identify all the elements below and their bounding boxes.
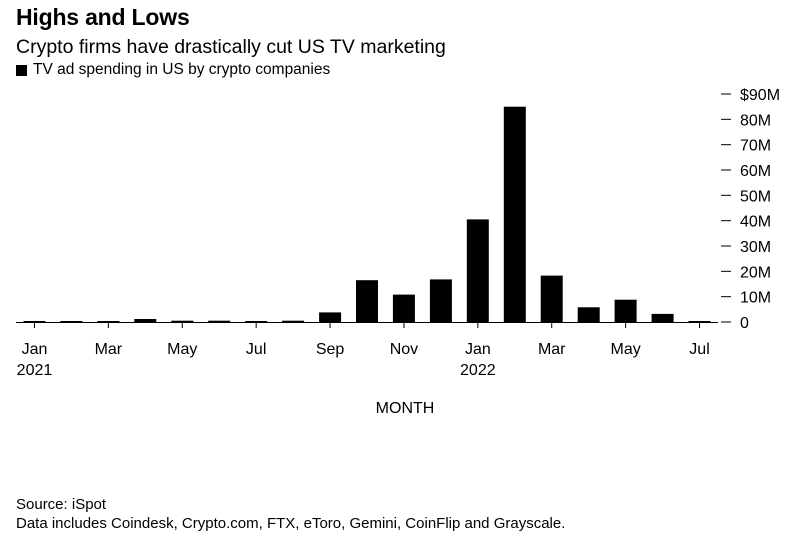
y-tick-label: $90M: [740, 87, 780, 104]
bar-mar-2021: [97, 321, 120, 322]
bar-apr-2022: [577, 307, 600, 322]
data-note: Data includes Coindesk, Crypto.com, FTX,…: [16, 515, 566, 532]
bar-oct-2021: [356, 280, 378, 322]
bar-may-2022: [614, 299, 637, 322]
chart-subtitle: Crypto firms have drastically cut US TV …: [16, 36, 446, 58]
legend-swatch: [16, 64, 27, 76]
y-tick-label: 30M: [740, 239, 771, 256]
y-tick-label: 0: [740, 315, 749, 332]
bar-feb-2021: [60, 321, 83, 322]
x-tick-year-label: 2021: [17, 362, 53, 379]
y-tick-label: 50M: [740, 188, 771, 205]
bar-jun-2022: [651, 313, 674, 322]
y-axis: 0 10M 20M 30M 40M 50M 60M 70M 80M $90M: [721, 87, 780, 332]
x-tick-label: Jan: [465, 341, 491, 358]
source-note: Source: iSpot: [16, 496, 107, 513]
x-axis-labels: Jan 2021 Mar May Jul Sep Nov Jan 2022 Mar May Jul: [17, 341, 710, 379]
legend-label: TV ad spending in US by crypto companies: [33, 61, 331, 78]
bar-jul-2022: [688, 321, 711, 322]
bar-aug-2021: [282, 320, 305, 322]
bars: [23, 106, 711, 322]
bar-jan-2021: [23, 321, 46, 322]
y-tick-label: 20M: [740, 264, 771, 281]
y-tick-label: 40M: [740, 214, 771, 231]
y-tick-label: 70M: [740, 138, 771, 155]
x-axis-title: MONTH: [376, 400, 435, 417]
bar-feb-2022: [503, 106, 526, 322]
x-tick-label: May: [611, 341, 641, 358]
bar-sep-2021: [319, 312, 342, 322]
legend: TV ad spending in US by crypto companies: [16, 61, 330, 79]
y-tick-label: 60M: [740, 163, 771, 180]
bar-jul-2021: [245, 321, 268, 322]
bar-apr-2021: [134, 319, 157, 322]
x-tick-label: May: [167, 341, 197, 358]
bar-mar-2022: [540, 275, 563, 322]
x-tick-year-label: 2022: [460, 362, 496, 379]
bar-jun-2021: [208, 320, 231, 322]
x-tick-label: Nov: [390, 341, 418, 358]
bar-nov-2021: [392, 294, 415, 322]
chart-title: Highs and Lows: [16, 4, 190, 30]
x-tick-label: Jan: [22, 341, 48, 358]
x-tick-label: Mar: [538, 341, 566, 358]
bar-jan-2022: [466, 219, 489, 322]
y-tick-label: 10M: [740, 290, 771, 307]
x-tick-label: Jul: [246, 341, 266, 358]
bar-dec-2021: [429, 279, 452, 322]
x-tick-label: Mar: [95, 341, 123, 358]
bar-may-2021: [171, 320, 194, 322]
x-tick-label: Sep: [316, 341, 345, 358]
x-tick-label: Jul: [689, 341, 709, 358]
y-tick-label: 80M: [740, 112, 771, 129]
